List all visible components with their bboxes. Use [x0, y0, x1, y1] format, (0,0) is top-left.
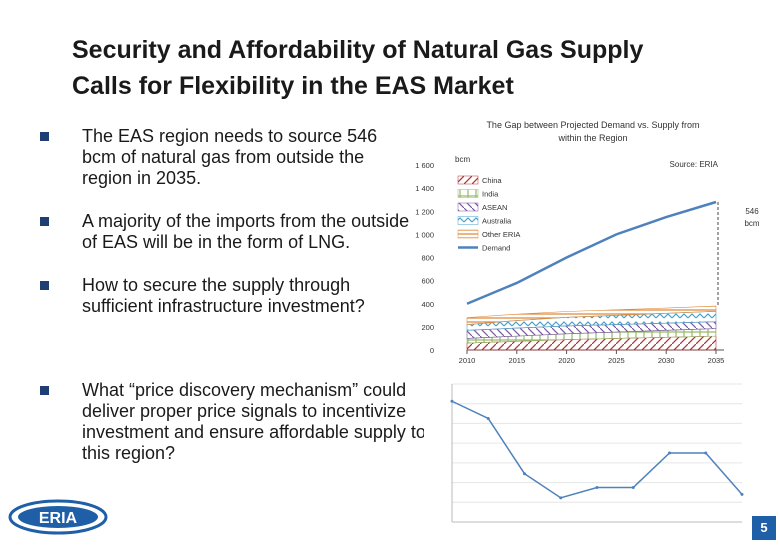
- price-point: [631, 486, 635, 489]
- bullet-text: A majority of the imports from the outsi…: [82, 211, 410, 252]
- y-tick-label: 1 000: [415, 230, 434, 239]
- legend-label: Demand: [482, 244, 510, 253]
- demand-supply-chart-svg: The Gap between Projected Demand vs. Sup…: [415, 120, 760, 365]
- price-point: [595, 486, 599, 489]
- legend-label: Other ERIA: [482, 230, 520, 239]
- legend-swatch: [457, 202, 479, 212]
- bullet-item: A majority of the imports from the outsi…: [40, 211, 412, 253]
- y-tick-label: 1 200: [415, 207, 434, 216]
- price-point: [486, 417, 490, 420]
- chart-title-line-1: The Gap between Projected Demand vs. Sup…: [486, 120, 699, 130]
- legend-swatch: [457, 189, 479, 198]
- price-point: [450, 399, 454, 403]
- slide-title: Security and Affordability of Natural Ga…: [72, 32, 752, 104]
- bullet-item: How to secure the supply through suffici…: [40, 275, 412, 317]
- legend-label: China: [482, 176, 502, 185]
- legend-label: ASEAN: [482, 203, 507, 212]
- y-axis-label: bcm: [455, 155, 470, 164]
- logo-text: ERIA: [39, 510, 78, 527]
- annotation-value: 546: [745, 207, 759, 216]
- y-tick-label: 200: [421, 323, 434, 332]
- price-line-chart: [424, 372, 750, 540]
- legend-swatch: [457, 229, 479, 239]
- y-tick-label: 600: [421, 277, 434, 286]
- eria-logo: ERIA: [6, 496, 110, 538]
- square-bullet-icon: [40, 132, 49, 141]
- x-tick-label: 2025: [608, 356, 625, 365]
- area-series-other-eria: [466, 305, 717, 325]
- square-bullet-icon: [40, 386, 49, 395]
- y-tick-label: 400: [421, 300, 434, 309]
- bullet-text: The EAS region needs to source 546 bcm o…: [82, 126, 378, 188]
- annotation-unit: bcm: [744, 219, 759, 228]
- y-tick-label: 1 600: [415, 161, 434, 170]
- demand-line: [466, 200, 717, 305]
- x-tick-label: 2020: [558, 356, 575, 365]
- demand-supply-chart: The Gap between Projected Demand vs. Sup…: [400, 112, 770, 374]
- y-tick-label: 0: [430, 346, 434, 355]
- title-line-1: Security and Affordability of Natural Ga…: [72, 36, 644, 64]
- price-point: [704, 451, 708, 455]
- x-tick-label: 2035: [708, 356, 725, 365]
- bullet-item: What “price discovery mechanism” could d…: [40, 380, 454, 464]
- page-number: 5: [752, 516, 776, 540]
- x-tick-label: 2030: [658, 356, 675, 365]
- square-bullet-icon: [40, 217, 49, 226]
- y-tick-label: 800: [421, 254, 434, 263]
- x-tick-label: 2015: [508, 356, 525, 365]
- legend-swatch: [457, 175, 479, 185]
- x-tick-label: 2010: [459, 356, 476, 365]
- bullet-text: What “price discovery mechanism” could d…: [82, 380, 426, 463]
- plot-background: [424, 372, 750, 540]
- bullet-text: How to secure the supply through suffici…: [82, 275, 365, 316]
- legend-swatch: [457, 216, 479, 225]
- bullet-item: The EAS region needs to source 546 bcm o…: [40, 126, 412, 189]
- y-tick-label: 1 400: [415, 184, 434, 193]
- title-line-2: Calls for Flexibility in the EAS Market: [72, 72, 514, 100]
- price-line-chart-svg: [424, 372, 750, 540]
- legend-label: India: [482, 190, 499, 199]
- chart-source: Source: ERIA: [670, 160, 719, 169]
- price-point: [668, 451, 671, 455]
- legend-label: Australia: [482, 217, 512, 226]
- price-point: [740, 492, 744, 496]
- bullet-list: The EAS region needs to source 546 bcm o…: [40, 126, 412, 339]
- price-point: [559, 496, 563, 500]
- chart-title-line-2: within the Region: [557, 133, 627, 143]
- price-point: [523, 472, 526, 476]
- square-bullet-icon: [40, 281, 49, 290]
